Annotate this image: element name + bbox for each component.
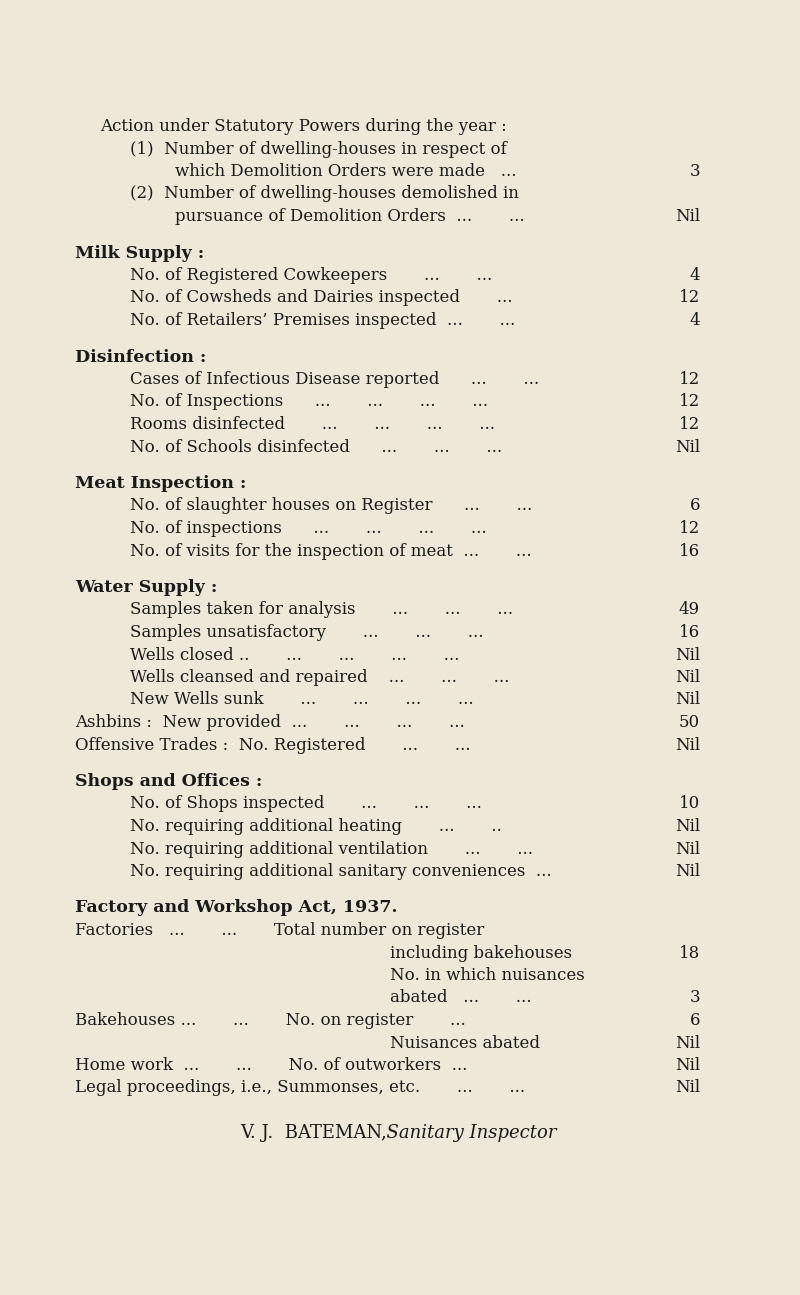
- Text: 12: 12: [678, 370, 700, 388]
- Text: Bakehouses ...       ...       No. on register       ...: Bakehouses ... ... No. on register ...: [75, 1011, 466, 1030]
- Text: Factories   ...       ...       Total number on register: Factories ... ... Total number on regist…: [75, 922, 484, 939]
- Text: 6: 6: [690, 497, 700, 514]
- Text: Nil: Nil: [675, 670, 700, 686]
- Text: (2)  Number of dwelling-houses demolished in: (2) Number of dwelling-houses demolished…: [130, 185, 519, 202]
- Text: Water Supply :: Water Supply :: [75, 579, 218, 596]
- Text: 18: 18: [678, 944, 700, 961]
- Text: Samples taken for analysis       ...       ...       ...: Samples taken for analysis ... ... ...: [130, 601, 513, 619]
- Text: 3: 3: [690, 989, 700, 1006]
- Text: Nil: Nil: [675, 646, 700, 663]
- Text: pursuance of Demolition Orders  ...       ...: pursuance of Demolition Orders ... ...: [175, 208, 525, 225]
- Text: V. J.  BATEMAN,: V. J. BATEMAN,: [240, 1124, 386, 1142]
- Text: Nil: Nil: [675, 737, 700, 754]
- Text: 6: 6: [690, 1011, 700, 1030]
- Text: Sanitary Inspector: Sanitary Inspector: [375, 1124, 557, 1142]
- Text: Shops and Offices :: Shops and Offices :: [75, 773, 262, 790]
- Text: No. requiring additional sanitary conveniences  ...: No. requiring additional sanitary conven…: [130, 862, 552, 881]
- Text: No. of Shops inspected       ...       ...       ...: No. of Shops inspected ... ... ...: [130, 795, 482, 812]
- Text: 50: 50: [679, 714, 700, 730]
- Text: No. in which nuisances: No. in which nuisances: [390, 967, 585, 984]
- Text: 16: 16: [679, 624, 700, 641]
- Text: Nil: Nil: [675, 818, 700, 835]
- Text: No. of inspections      ...       ...       ...       ...: No. of inspections ... ... ... ...: [130, 521, 486, 537]
- Text: Nil: Nil: [675, 1035, 700, 1052]
- Text: Wells cleansed and repaired    ...       ...       ...: Wells cleansed and repaired ... ... ...: [130, 670, 510, 686]
- Text: Nil: Nil: [675, 862, 700, 881]
- Text: No. of Schools disinfected      ...       ...       ...: No. of Schools disinfected ... ... ...: [130, 439, 502, 456]
- Text: No. of visits for the inspection of meat  ...       ...: No. of visits for the inspection of meat…: [130, 543, 532, 559]
- Text: No. of Registered Cowkeepers       ...       ...: No. of Registered Cowkeepers ... ...: [130, 267, 492, 284]
- Text: 10: 10: [678, 795, 700, 812]
- Text: Milk Supply :: Milk Supply :: [75, 245, 204, 262]
- Text: which Demolition Orders were made   ...: which Demolition Orders were made ...: [175, 163, 517, 180]
- Text: 4: 4: [690, 312, 700, 329]
- Text: Action under Statutory Powers during the year :: Action under Statutory Powers during the…: [100, 118, 506, 135]
- Text: Nil: Nil: [675, 1080, 700, 1097]
- Text: Nil: Nil: [675, 1057, 700, 1074]
- Text: Wells closed ..       ...       ...       ...       ...: Wells closed .. ... ... ... ...: [130, 646, 459, 663]
- Text: 12: 12: [678, 416, 700, 433]
- Text: 4: 4: [690, 267, 700, 284]
- Text: No. requiring additional heating       ...       ..: No. requiring additional heating ... ..: [130, 818, 502, 835]
- Text: No. of Retailers’ Premises inspected  ...       ...: No. of Retailers’ Premises inspected ...…: [130, 312, 515, 329]
- Text: No. of Cowsheds and Dairies inspected       ...: No. of Cowsheds and Dairies inspected ..…: [130, 290, 513, 307]
- Text: 3: 3: [690, 163, 700, 180]
- Text: Disinfection :: Disinfection :: [75, 348, 206, 365]
- Text: 16: 16: [679, 543, 700, 559]
- Text: (1)  Number of dwelling-houses in respect of: (1) Number of dwelling-houses in respect…: [130, 140, 506, 158]
- Text: including bakehouses: including bakehouses: [390, 944, 572, 961]
- Text: Nil: Nil: [675, 692, 700, 708]
- Text: 12: 12: [678, 290, 700, 307]
- Text: 12: 12: [678, 394, 700, 411]
- Text: Home work  ...       ...       No. of outworkers  ...: Home work ... ... No. of outworkers ...: [75, 1057, 467, 1074]
- Text: 12: 12: [678, 521, 700, 537]
- Text: Factory and Workshop Act, 1937.: Factory and Workshop Act, 1937.: [75, 900, 398, 917]
- Text: Nil: Nil: [675, 439, 700, 456]
- Text: Samples unsatisfactory       ...       ...       ...: Samples unsatisfactory ... ... ...: [130, 624, 483, 641]
- Text: Nuisances abated: Nuisances abated: [390, 1035, 540, 1052]
- Text: Offensive Trades :  No. Registered       ...       ...: Offensive Trades : No. Registered ... ..…: [75, 737, 470, 754]
- Text: No. requiring additional ventilation       ...       ...: No. requiring additional ventilation ...…: [130, 840, 533, 857]
- Text: New Wells sunk       ...       ...       ...       ...: New Wells sunk ... ... ... ...: [130, 692, 474, 708]
- Text: Nil: Nil: [675, 840, 700, 857]
- Text: abated   ...       ...: abated ... ...: [390, 989, 531, 1006]
- Text: Cases of Infectious Disease reported      ...       ...: Cases of Infectious Disease reported ...…: [130, 370, 539, 388]
- Text: Meat Inspection :: Meat Inspection :: [75, 475, 246, 492]
- Text: No. of Inspections      ...       ...       ...       ...: No. of Inspections ... ... ... ...: [130, 394, 488, 411]
- Text: Legal proceedings, i.e., Summonses, etc.       ...       ...: Legal proceedings, i.e., Summonses, etc.…: [75, 1080, 525, 1097]
- Text: Nil: Nil: [675, 208, 700, 225]
- Text: Rooms disinfected       ...       ...       ...       ...: Rooms disinfected ... ... ... ...: [130, 416, 495, 433]
- Text: 49: 49: [679, 601, 700, 619]
- Text: Ashbins :  New provided  ...       ...       ...       ...: Ashbins : New provided ... ... ... ...: [75, 714, 465, 730]
- Text: No. of slaughter houses on Register      ...       ...: No. of slaughter houses on Register ... …: [130, 497, 532, 514]
